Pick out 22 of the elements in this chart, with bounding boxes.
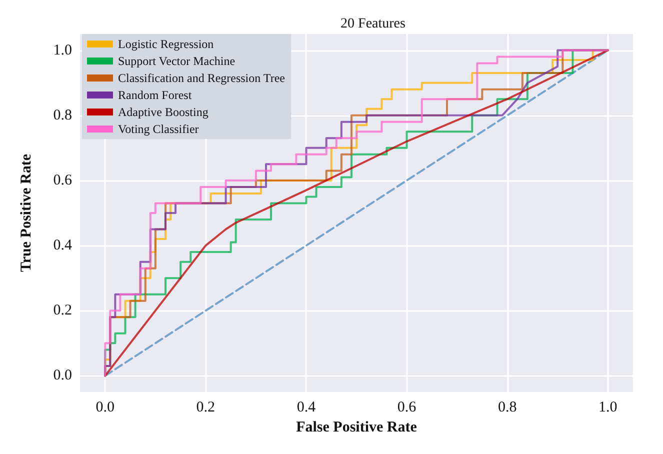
x-tick-label: 0.4 bbox=[296, 400, 316, 416]
x-tick-label: 0.6 bbox=[397, 400, 417, 416]
line-series bbox=[104, 49, 609, 377]
legend-label: Adaptive Boosting bbox=[118, 105, 208, 119]
legend-label: Classification and Regression Tree bbox=[118, 71, 285, 85]
x-tick-label: 0.8 bbox=[498, 400, 517, 416]
chart-title: 20 Features bbox=[340, 16, 406, 32]
x-tick-label: 1.0 bbox=[598, 400, 618, 416]
y-tick-label: 0.2 bbox=[53, 302, 72, 319]
legend-label: Voting Classifier bbox=[118, 122, 199, 136]
y-tick-label: 0.6 bbox=[53, 172, 72, 188]
y-axis-title: True Positive Rate bbox=[18, 154, 34, 272]
legend-label: Support Vector Machine bbox=[118, 54, 236, 68]
legend-label: Logistic Regression bbox=[118, 37, 214, 51]
x-tick-label: 0.0 bbox=[96, 400, 115, 416]
y-tick-label: 0.8 bbox=[53, 107, 72, 124]
legend-label: Random Forest bbox=[118, 88, 192, 102]
y-tick-label: 0.4 bbox=[53, 238, 72, 254]
x-axis-title: False Positive Rate bbox=[296, 420, 418, 436]
y-tick-label: 0.0 bbox=[53, 368, 72, 384]
y-tick-label: 1.0 bbox=[53, 42, 72, 58]
x-tick-label: 0.2 bbox=[196, 400, 216, 416]
